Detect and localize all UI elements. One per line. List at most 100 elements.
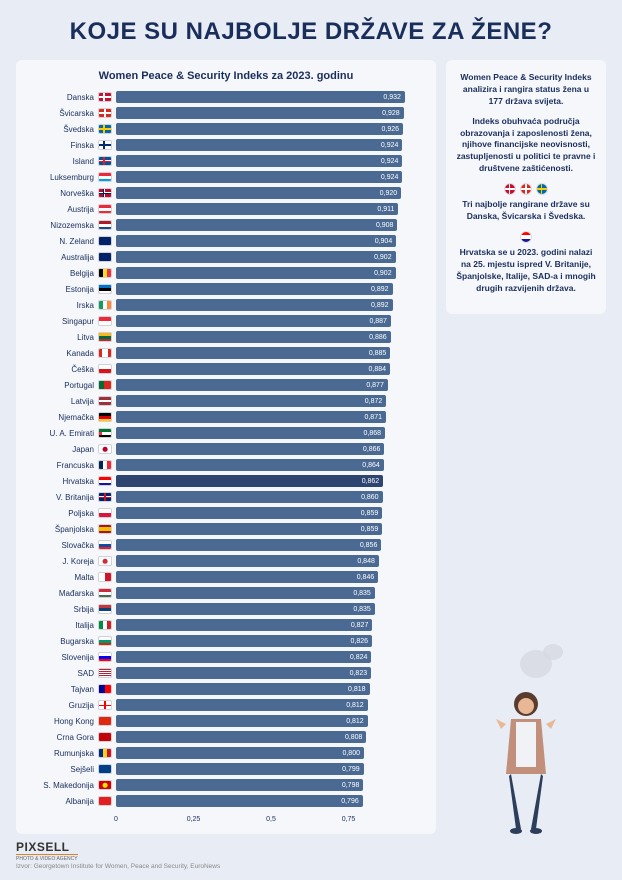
bar-value: 0,812 xyxy=(346,718,364,725)
flag-icon xyxy=(98,124,112,134)
row-label: Sejšeli xyxy=(26,765,98,774)
bar-value: 0,800 xyxy=(342,750,360,757)
bar-value: 0,835 xyxy=(353,606,371,613)
bar-value: 0,892 xyxy=(371,302,389,309)
chart-row: Njemačka 0,871 xyxy=(26,410,426,425)
chart-row: Italija 0,827 xyxy=(26,618,426,633)
chart-bars: Danska 0,932 Švicarska 0,928 Švedska 0,9… xyxy=(26,90,426,814)
bar-value: 0,932 xyxy=(383,94,401,101)
row-label: Švedska xyxy=(26,125,98,134)
bar: 0,864 xyxy=(116,459,384,471)
bar-value: 0,826 xyxy=(351,638,369,645)
bar-value: 0,886 xyxy=(369,334,387,341)
row-label: Bugarska xyxy=(26,637,98,646)
axis-tick: 0,5 xyxy=(266,816,276,823)
bar-value: 0,904 xyxy=(375,238,393,245)
bar: 0,846 xyxy=(116,571,378,583)
chart-row: Belgija 0,902 xyxy=(26,266,426,281)
chart-row: U. A. Emirati 0,868 xyxy=(26,426,426,441)
row-label: Gruzija xyxy=(26,701,98,710)
chart-row: Slovačka 0,856 xyxy=(26,538,426,553)
flag-icon xyxy=(98,284,112,294)
bar: 0,892 xyxy=(116,283,393,295)
chart-row: Estonija 0,892 xyxy=(26,282,426,297)
row-label: Slovačka xyxy=(26,541,98,550)
chart-row: J. Koreja 0,848 xyxy=(26,554,426,569)
chart-row: Slovenija 0,824 xyxy=(26,650,426,665)
bar: 0,928 xyxy=(116,107,404,119)
flag-icon xyxy=(98,748,112,758)
illustration xyxy=(446,324,606,834)
bar-value: 0,846 xyxy=(357,574,375,581)
info-paragraph: Women Peace & Security Indeks analizira … xyxy=(456,72,596,108)
bar: 0,812 xyxy=(116,699,368,711)
bar: 0,859 xyxy=(116,523,382,535)
flag-icon xyxy=(98,92,112,102)
flag-icon xyxy=(98,252,112,262)
bar: 0,848 xyxy=(116,555,379,567)
bar: 0,885 xyxy=(116,347,390,359)
row-label: Srbija xyxy=(26,605,98,614)
flag-icon xyxy=(520,183,532,195)
row-label: U. A. Emirati xyxy=(26,429,98,438)
bar: 0,924 xyxy=(116,171,402,183)
flag-icon xyxy=(98,412,112,422)
flag-icon xyxy=(98,668,112,678)
bar-value: 0,884 xyxy=(369,366,387,373)
row-label: Austrija xyxy=(26,205,98,214)
bar: 0,823 xyxy=(116,667,371,679)
footer: PIXSELL PHOTO & VIDEO AGENCY Izvor: Geor… xyxy=(16,840,606,870)
chart-row: Malta 0,846 xyxy=(26,570,426,585)
flag-icon xyxy=(98,540,112,550)
bar: 0,800 xyxy=(116,747,364,759)
bar: 0,902 xyxy=(116,267,396,279)
bar-value: 0,885 xyxy=(369,350,387,357)
bar: 0,871 xyxy=(116,411,386,423)
bar-value: 0,871 xyxy=(364,414,382,421)
row-label: Australija xyxy=(26,253,98,262)
row-label: Mađarska xyxy=(26,589,98,598)
flag-icon xyxy=(98,140,112,150)
flag-icon xyxy=(98,700,112,710)
row-label: V. Britanija xyxy=(26,493,98,502)
chart-row: Poljska 0,859 xyxy=(26,506,426,521)
chart-row: Finska 0,924 xyxy=(26,138,426,153)
row-label: Slovenija xyxy=(26,653,98,662)
flag-icon xyxy=(98,732,112,742)
row-label: Norveška xyxy=(26,189,98,198)
bar: 0,835 xyxy=(116,587,375,599)
bar: 0,884 xyxy=(116,363,390,375)
chart-row: Češka 0,884 xyxy=(26,362,426,377)
chart-row: Island 0,924 xyxy=(26,154,426,169)
logo: PIXSELL xyxy=(16,840,606,854)
bar-value: 0,866 xyxy=(363,446,381,453)
bar: 0,911 xyxy=(116,203,398,215)
chart-row: Luksemburg 0,924 xyxy=(26,170,426,185)
row-label: Malta xyxy=(26,573,98,582)
flag-icon xyxy=(98,716,112,726)
row-label: Portugal xyxy=(26,381,98,390)
bar-value: 0,812 xyxy=(346,702,364,709)
source-text: Izvor: Georgetown Institute for Women, P… xyxy=(16,863,606,870)
bar-value: 0,799 xyxy=(342,766,360,773)
hr-flag xyxy=(456,231,596,243)
chart-row: Nizozemska 0,908 xyxy=(26,218,426,233)
flag-icon xyxy=(98,476,112,486)
flag-icon xyxy=(98,364,112,374)
flag-icon xyxy=(98,316,112,326)
bar: 0,835 xyxy=(116,603,375,615)
row-label: Luksemburg xyxy=(26,173,98,182)
chart-row: Portugal 0,877 xyxy=(26,378,426,393)
flag-icon xyxy=(98,236,112,246)
bar: 0,818 xyxy=(116,683,370,695)
bar: 0,824 xyxy=(116,651,371,663)
flag-icon xyxy=(520,231,532,243)
bar-value: 0,924 xyxy=(381,158,399,165)
flag-icon xyxy=(98,604,112,614)
row-label: Albanija xyxy=(26,797,98,806)
bar-value: 0,859 xyxy=(361,526,379,533)
top-flags xyxy=(456,183,596,195)
chart-row: SAD 0,823 xyxy=(26,666,426,681)
info-paragraph: Hrvatska se u 2023. godini nalazi na 25.… xyxy=(456,247,596,295)
row-label: Italija xyxy=(26,621,98,630)
